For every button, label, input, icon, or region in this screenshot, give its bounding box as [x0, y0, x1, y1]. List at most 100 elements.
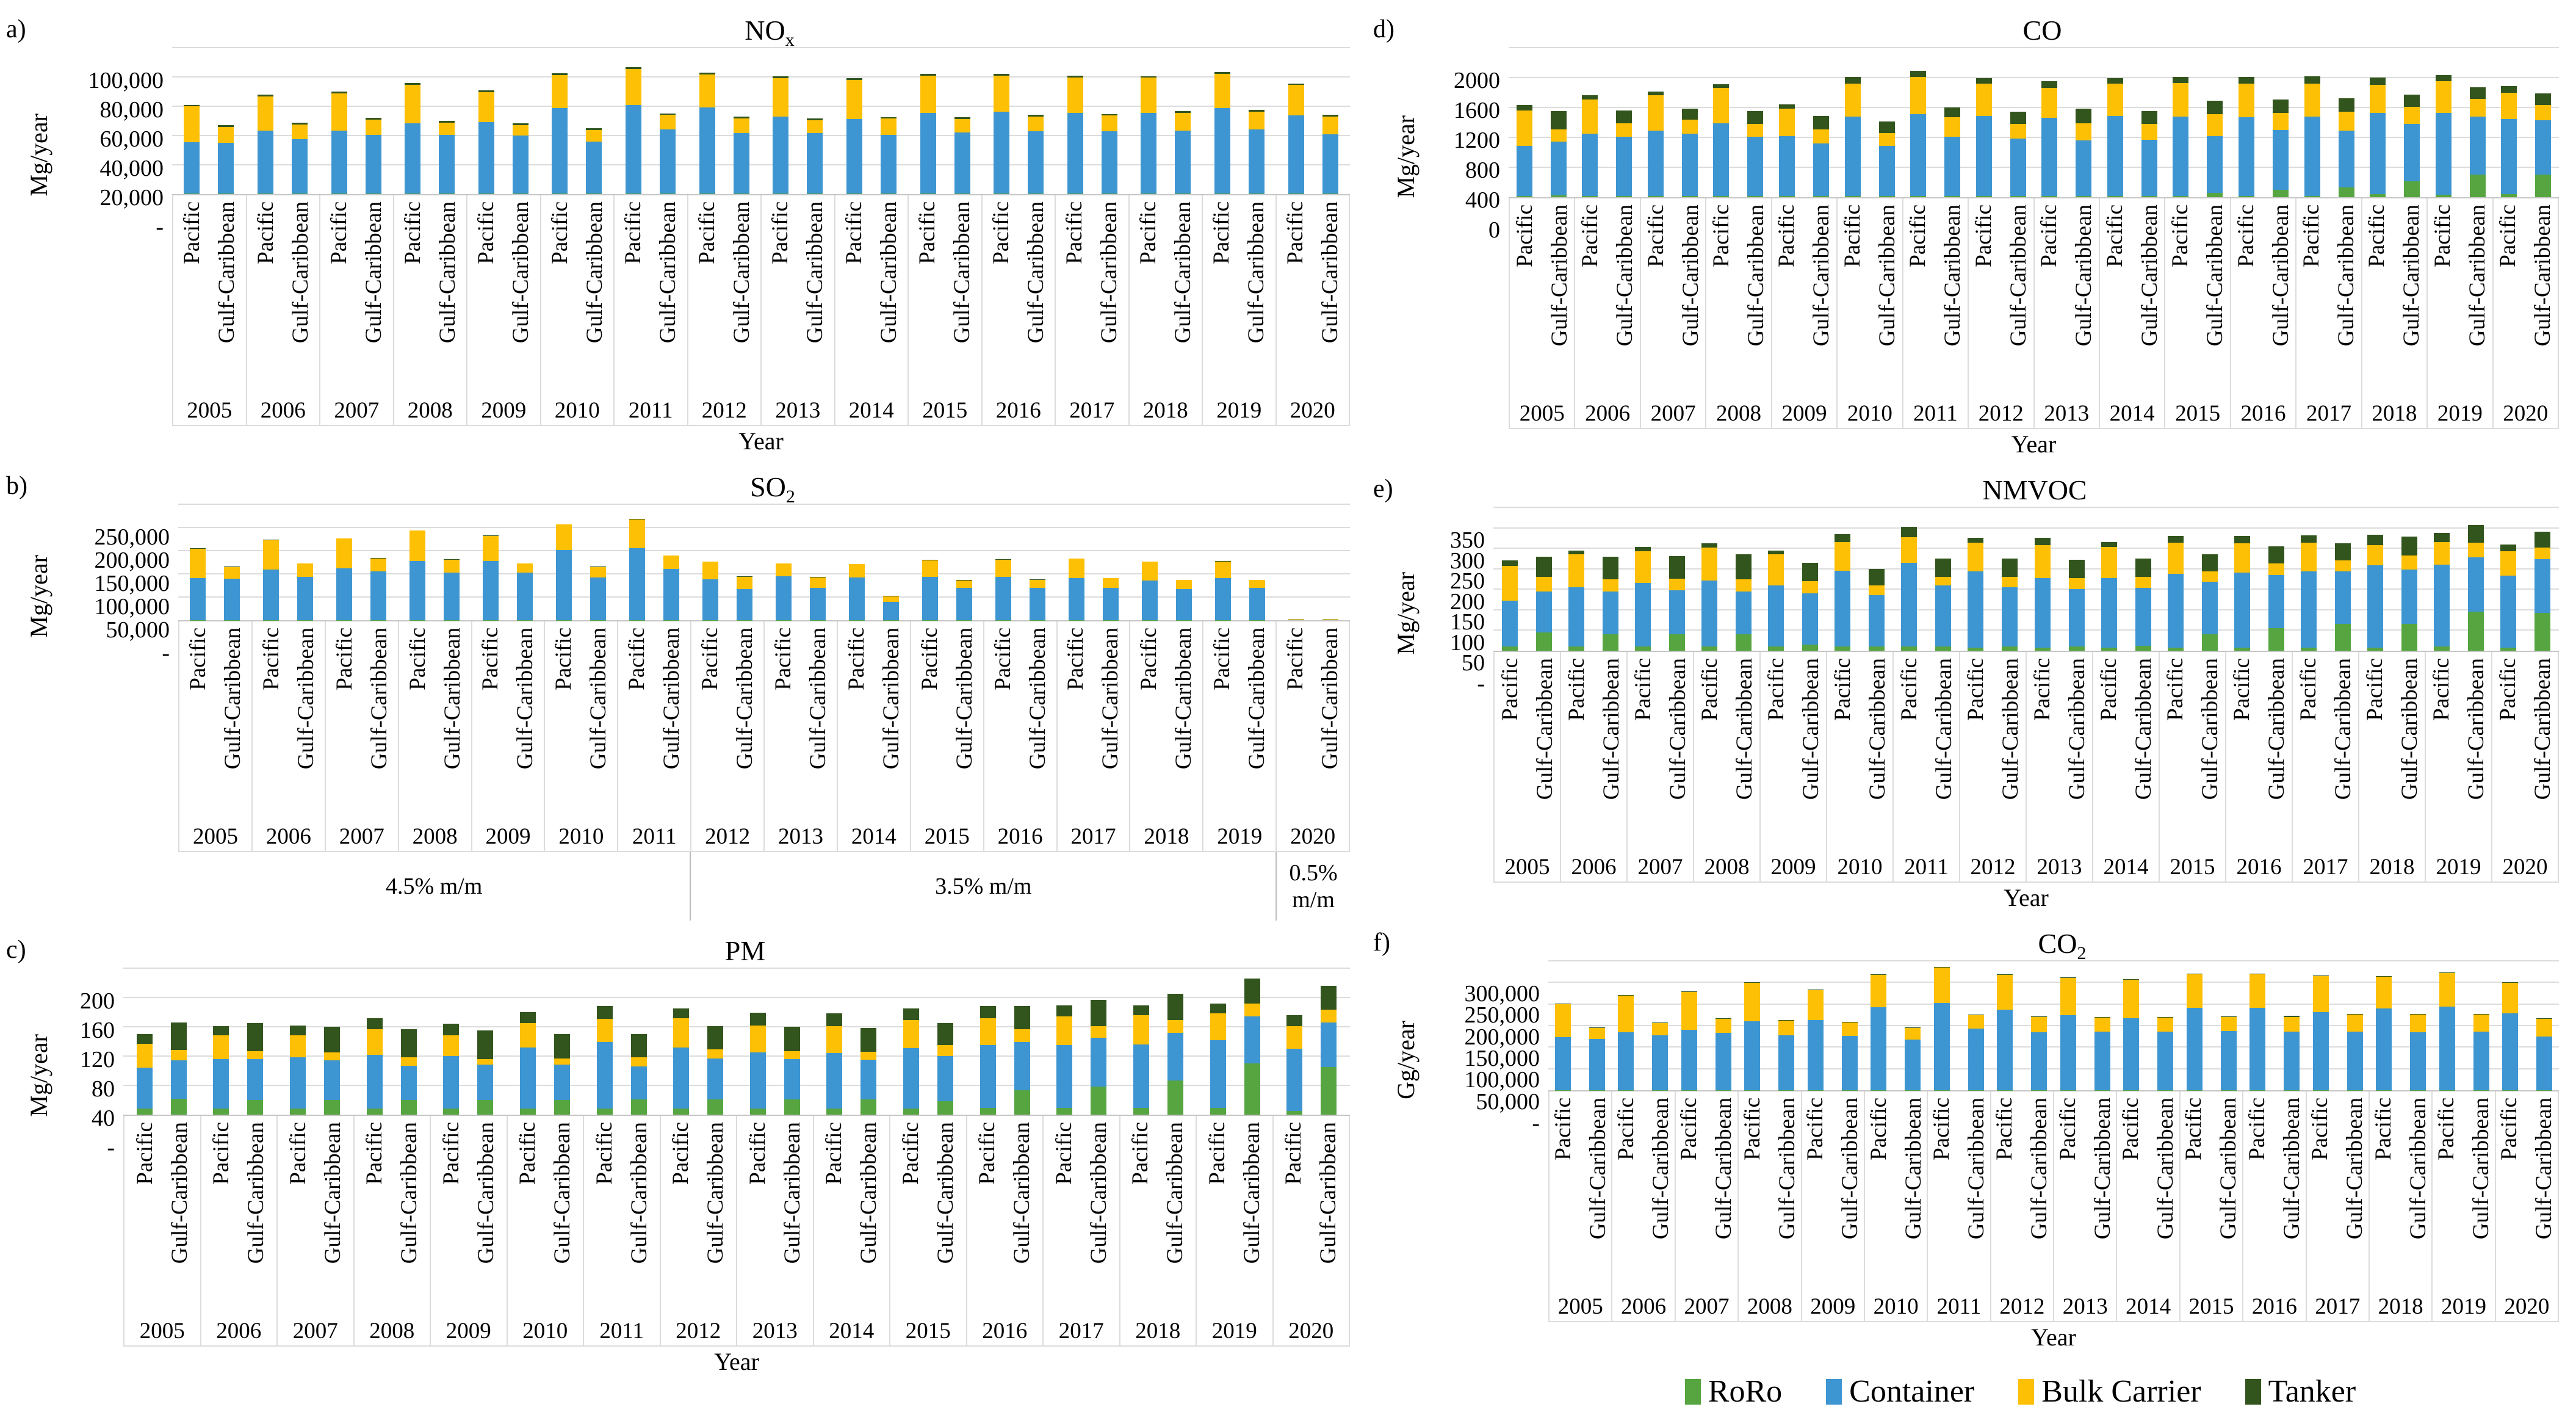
bar-segment-container [136, 1068, 153, 1109]
left-column: a) NOx Mg/year 100,000 80,000 60,000 40,000 2… [6, 15, 1350, 1375]
bar-segment-roro [2101, 647, 2117, 651]
year-label: 2005 [1504, 855, 1550, 880]
bar-segment-tanker [297, 563, 313, 564]
bar-segment-container [444, 572, 460, 620]
year-group: Pacific Gulf-Caribbean 2017 [1055, 195, 1128, 426]
bar-segment-container [1141, 112, 1157, 194]
y-tick-label: 100,000 [94, 594, 170, 620]
stacked-bar [1735, 554, 1752, 651]
year-group: Pacific Gulf-Caribbean 2018 [2368, 1091, 2432, 1322]
bar-segment-bulk [1176, 580, 1192, 590]
bar-segment-tanker [1935, 558, 1952, 577]
year-bar-group [1675, 961, 1738, 1090]
bar-segment-container [1056, 1045, 1073, 1109]
region-label: Pacific [2229, 658, 2254, 721]
bar-segment-roro [826, 1109, 843, 1115]
region-label: Pacific [1578, 204, 1603, 267]
y-tick-label: 200,000 [94, 548, 170, 573]
stacked-bar [2502, 982, 2519, 1090]
bar-segment-bulk [1030, 580, 1045, 588]
bar-segment-bulk [810, 577, 826, 588]
year-group: Pacific Gulf-Caribbean 2005 [123, 1116, 200, 1347]
region-label-row: Pacific Gulf-Caribbean [737, 1116, 813, 1317]
year-group: Pacific Gulf-Caribbean 2015 [889, 1116, 966, 1347]
bar-segment-container [1768, 585, 1784, 647]
region-label-row: Pacific Gulf-Caribbean [1641, 198, 1705, 400]
bar-segment-roro [937, 1101, 954, 1115]
region-label-row: Pacific Gulf-Caribbean [394, 195, 467, 397]
region-label: Gulf-Caribbean [582, 201, 607, 344]
year-bar-group [890, 968, 967, 1115]
bar-segment-bulk [2268, 563, 2284, 575]
region-label-row: Pacific Gulf-Caribbean [2494, 198, 2558, 400]
bar-segment-tanker [2002, 558, 2018, 577]
grid-line [1493, 629, 2559, 631]
year-bar-group [1693, 507, 1759, 651]
stacked-bar [1802, 562, 1819, 651]
stacked-bar [1322, 114, 1338, 194]
bar-segment-container [1647, 131, 1664, 196]
region-label-row: Pacific Gulf-Caribbean [691, 621, 763, 823]
bar-segment-roro [1713, 195, 1730, 197]
bar-segment-bulk [596, 1018, 613, 1043]
stacked-bar [1878, 121, 1895, 197]
grid-line [172, 106, 1350, 107]
bar-segment-tanker [2123, 979, 2140, 980]
region-label: Pacific [770, 628, 796, 690]
bar-segment-container [1067, 112, 1083, 194]
bar-segment-roro [1647, 195, 1664, 197]
region-label-row: Pacific Gulf-Caribbean [967, 1116, 1043, 1317]
stacked-bar [2435, 75, 2452, 197]
bar-segment-tanker [478, 90, 494, 92]
bar-segment-container [2010, 139, 2026, 196]
region-label: Pacific [917, 628, 942, 690]
year-group: Pacific Gulf-Caribbean 2013 [2033, 198, 2099, 429]
bar-segment-container [2338, 130, 2354, 188]
region-label: Gulf-Caribbean [1244, 628, 1270, 770]
bar-segment-container [826, 1053, 843, 1109]
stacked-bar [2076, 109, 2092, 197]
region-label-row: Pacific Gulf-Caribbean [1761, 652, 1826, 853]
bar-segment-bulk [297, 563, 313, 577]
bar-segment-roro [2207, 192, 2223, 197]
region-label: Gulf-Caribbean [2397, 658, 2422, 800]
year-label: 2017 [2306, 401, 2351, 426]
bar-segment-container [224, 578, 240, 620]
bar-segment-tanker [1968, 538, 1984, 543]
bar-segment-tanker [400, 1029, 417, 1058]
bar-segment-tanker [1101, 114, 1117, 116]
stacked-bar [1568, 550, 1584, 651]
stacked-bar [2173, 76, 2189, 197]
year-bar-group [1197, 968, 1274, 1115]
bar-segment-bulk [2338, 112, 2354, 131]
year-group: Pacific Gulf-Caribbean 2006 [245, 195, 319, 426]
stacked-bar [297, 563, 313, 620]
year-bar-group [2359, 507, 2426, 651]
bar-segment-tanker [1715, 1018, 1731, 1019]
stacked-bar [2002, 558, 2018, 651]
region-label: Pacific [621, 201, 646, 264]
bar-segment-roro [1968, 647, 1984, 651]
bar-segment-container [2002, 587, 2018, 647]
region-label: Gulf-Caribbean [1665, 658, 1690, 800]
region-label: Pacific [1135, 201, 1161, 264]
stacked-bar [2220, 1016, 2237, 1090]
year-label: 2008 [369, 1319, 415, 1344]
stacked-bar [2101, 542, 2117, 651]
bar-segment-container [257, 131, 273, 194]
region-label: Pacific [2037, 204, 2062, 267]
stacked-bar [213, 1026, 229, 1115]
bar-segment-roro [136, 1109, 153, 1115]
region-label: Pacific [478, 628, 503, 690]
stacked-bar [920, 74, 936, 194]
y-axis-label: Mg/year [21, 1002, 56, 1149]
year-bar-group [1509, 48, 1575, 197]
bar-segment-container [994, 112, 1010, 194]
grid-line [172, 76, 1350, 78]
region-label: Gulf-Caribbean [513, 628, 538, 770]
year-group: Pacific Gulf-Caribbean 2010 [539, 195, 613, 426]
bar-segment-container [370, 571, 386, 620]
stacked-bar [1869, 568, 1885, 651]
stacked-bar [2268, 546, 2284, 651]
bar-segment-bulk [2002, 577, 2018, 587]
